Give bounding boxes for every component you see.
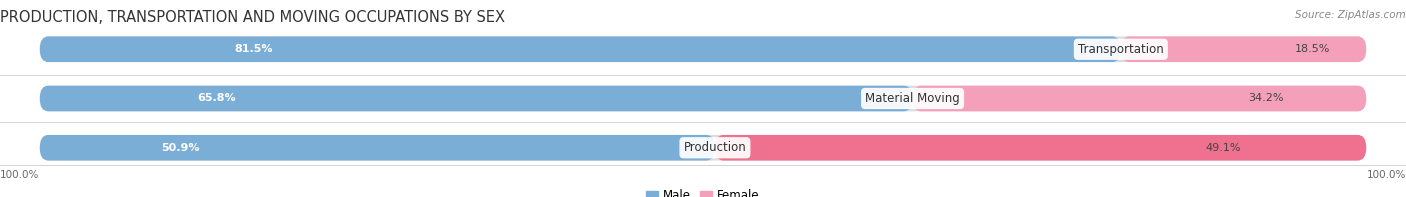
- FancyBboxPatch shape: [912, 86, 1367, 111]
- FancyBboxPatch shape: [714, 135, 1367, 161]
- Text: Source: ZipAtlas.com: Source: ZipAtlas.com: [1295, 10, 1406, 20]
- FancyBboxPatch shape: [1121, 36, 1367, 62]
- Text: 65.8%: 65.8%: [197, 94, 236, 103]
- Text: Production: Production: [683, 141, 747, 154]
- Text: 18.5%: 18.5%: [1295, 44, 1330, 54]
- Text: Material Moving: Material Moving: [865, 92, 960, 105]
- FancyBboxPatch shape: [39, 36, 1367, 62]
- Text: 100.0%: 100.0%: [1367, 170, 1406, 180]
- Text: Transportation: Transportation: [1078, 43, 1164, 56]
- FancyBboxPatch shape: [39, 135, 1367, 161]
- FancyBboxPatch shape: [39, 86, 1367, 111]
- Text: 49.1%: 49.1%: [1205, 143, 1240, 153]
- FancyBboxPatch shape: [39, 36, 1121, 62]
- Text: 81.5%: 81.5%: [235, 44, 273, 54]
- Text: 50.9%: 50.9%: [162, 143, 200, 153]
- Text: PRODUCTION, TRANSPORTATION AND MOVING OCCUPATIONS BY SEX: PRODUCTION, TRANSPORTATION AND MOVING OC…: [0, 10, 505, 25]
- Text: 100.0%: 100.0%: [0, 170, 39, 180]
- Text: 34.2%: 34.2%: [1249, 94, 1284, 103]
- FancyBboxPatch shape: [39, 86, 912, 111]
- Legend: Male, Female: Male, Female: [641, 184, 765, 197]
- FancyBboxPatch shape: [39, 135, 714, 161]
